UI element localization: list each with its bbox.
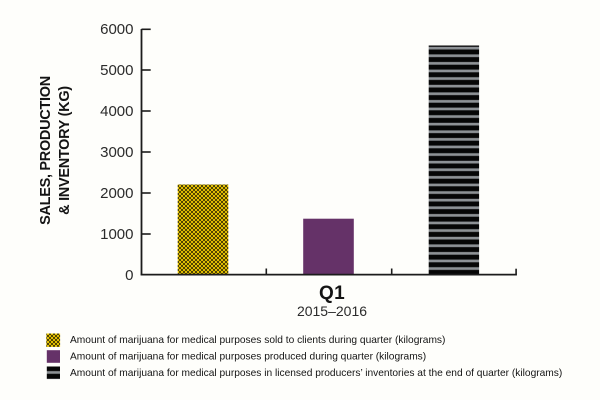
svg-text:5000: 5000 [100, 62, 133, 79]
svg-text:Amount of marijuana for medica: Amount of marijuana for medical purposes… [70, 335, 445, 346]
svg-text:6000: 6000 [100, 21, 133, 38]
svg-text:& INVENTORY (KG): & INVENTORY (KG) [57, 86, 73, 215]
svg-text:SALES, PRODUCTION: SALES, PRODUCTION [38, 76, 54, 225]
svg-text:0: 0 [125, 267, 133, 284]
svg-text:3000: 3000 [100, 144, 133, 161]
svg-text:4000: 4000 [100, 103, 133, 120]
svg-text:Amount of marijuana for medica: Amount of marijuana for medical purposes… [70, 352, 426, 363]
svg-text:2000: 2000 [100, 185, 133, 202]
svg-text:2015–2016: 2015–2016 [297, 303, 367, 319]
svg-text:Amount of marijuana for medica: Amount of marijuana for medical purposes… [70, 368, 562, 379]
svg-text:1000: 1000 [100, 226, 133, 243]
svg-text:Q1: Q1 [319, 283, 345, 304]
